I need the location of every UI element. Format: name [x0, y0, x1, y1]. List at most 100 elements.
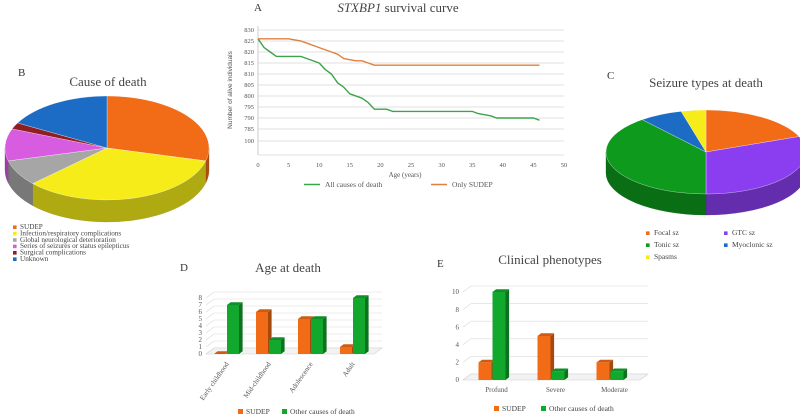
bar-side: [323, 316, 327, 354]
y-tick-label: 5: [199, 315, 203, 323]
x-tick-label: 25: [408, 162, 415, 169]
y-tick-label: 2: [456, 359, 460, 367]
bar-side: [564, 368, 569, 380]
grid-line: [205, 333, 215, 341]
grid-line: [462, 338, 472, 346]
y-tick-label: 7: [199, 301, 203, 309]
bar-sudep: [537, 336, 551, 380]
legend-swatch: [724, 231, 728, 235]
panel-a-title-gene: STXBP1: [337, 0, 381, 15]
bar-other-causes: [551, 371, 565, 380]
bar-side: [239, 302, 243, 354]
bar-top: [214, 351, 230, 354]
panel-c-seizure-types-pie: Focal sz GTC sz Tonic sz Myoclonic sz Spasms: [605, 109, 800, 261]
pie-slice: [705, 109, 800, 153]
pie-slice: [705, 136, 800, 195]
legend-label: Surgical complications: [20, 249, 86, 257]
panel-d-title: Age at death: [255, 260, 321, 275]
legend-label: SUDEP: [246, 407, 270, 416]
y-tick-label: 825: [244, 38, 254, 45]
pie-slice: [605, 119, 707, 195]
bar-other-causes: [311, 319, 323, 354]
panel-d-letter: D: [180, 262, 188, 274]
bar-side: [281, 337, 285, 354]
series-line-all-causes: [257, 38, 540, 121]
legend-swatch: [494, 406, 499, 411]
panel-e-title: Clinical phenotypes: [498, 252, 602, 267]
panel-a-ylabel: Number of alive individuals: [227, 50, 234, 128]
bar-sudep: [256, 312, 268, 354]
legend-swatch: [541, 406, 546, 411]
panel-e-letter: E: [437, 258, 444, 270]
legend-label: All causes of death: [325, 180, 383, 189]
panel-b-title: Cause of death: [69, 74, 147, 89]
bar-top: [610, 368, 628, 372]
y-tick-label: 815: [244, 60, 254, 67]
y-tick-label: 800: [244, 93, 254, 100]
bar-other-causes: [492, 292, 506, 380]
legend-label: Myoclonic sz: [732, 240, 773, 249]
pie-slice: [680, 109, 707, 153]
legend-swatch: [13, 251, 17, 255]
grid-line: [205, 298, 215, 306]
legend-swatch: [238, 409, 243, 414]
y-tick-label: 4: [199, 322, 203, 330]
pie-slice: [17, 95, 108, 149]
bar-top: [551, 368, 569, 372]
bar-top: [340, 344, 356, 347]
bar-other-causes: [610, 371, 624, 380]
y-tick-label: 810: [244, 71, 254, 78]
y-tick-label: 100: [244, 138, 254, 145]
bar-sudep: [596, 362, 610, 380]
grid-line: [462, 320, 472, 328]
pie-slice: [32, 147, 207, 201]
x-tick-label: Severe: [546, 386, 565, 394]
bar-sudep: [478, 362, 492, 380]
y-tick-label: 2: [199, 336, 203, 344]
y-tick-label: 1: [199, 343, 203, 351]
x-tick-label: Mid-childhood: [242, 360, 273, 399]
bar-sudep: [340, 347, 352, 354]
y-tick-label: 805: [244, 82, 254, 89]
legend-label: Focal sz: [654, 228, 679, 237]
bar-top: [311, 316, 327, 319]
bar-sudep: [298, 319, 310, 354]
x-tick-label: 35: [469, 162, 476, 169]
legend-label: Infection/respiratory complications: [20, 229, 121, 237]
x-tick-label: 5: [287, 162, 290, 169]
bar-other-causes: [353, 298, 365, 354]
grid-line: [462, 285, 472, 293]
y-tick-label: 6: [199, 308, 203, 316]
legend-label: Global neurological deterioration: [20, 236, 116, 244]
x-tick-label: Adolescence: [288, 361, 315, 395]
y-tick-label: 8: [199, 294, 203, 302]
panel-a-xlabel: Age (years): [389, 171, 423, 179]
grid-line: [462, 303, 472, 310]
y-tick-label: 785: [244, 126, 254, 133]
bar-top: [227, 302, 243, 305]
y-tick-label: 0: [456, 376, 460, 384]
y-tick-label: 795: [244, 104, 254, 111]
legend-label: Other causes of death: [549, 404, 614, 413]
y-tick-label: 10: [452, 288, 460, 296]
bar-top: [596, 359, 614, 363]
panel-c-letter: C: [607, 70, 614, 82]
legend-swatch: [646, 231, 650, 235]
y-tick-label: 4: [456, 341, 460, 349]
legend-label: Other causes of death: [290, 407, 355, 416]
panel-a-letter: A: [254, 2, 262, 14]
bar-top: [478, 359, 496, 363]
grid-line: [462, 356, 472, 363]
legend-label: Tonic sz: [654, 240, 680, 249]
bar-side: [365, 295, 369, 354]
legend-swatch: [13, 225, 17, 229]
legend-swatch: [724, 243, 728, 247]
panel-c-title: Seizure types at death: [649, 75, 763, 90]
panel-b-letter: B: [18, 67, 25, 79]
legend-label: Spasms: [654, 252, 677, 261]
bar-side: [623, 368, 628, 380]
y-tick-label: 0: [199, 350, 203, 358]
